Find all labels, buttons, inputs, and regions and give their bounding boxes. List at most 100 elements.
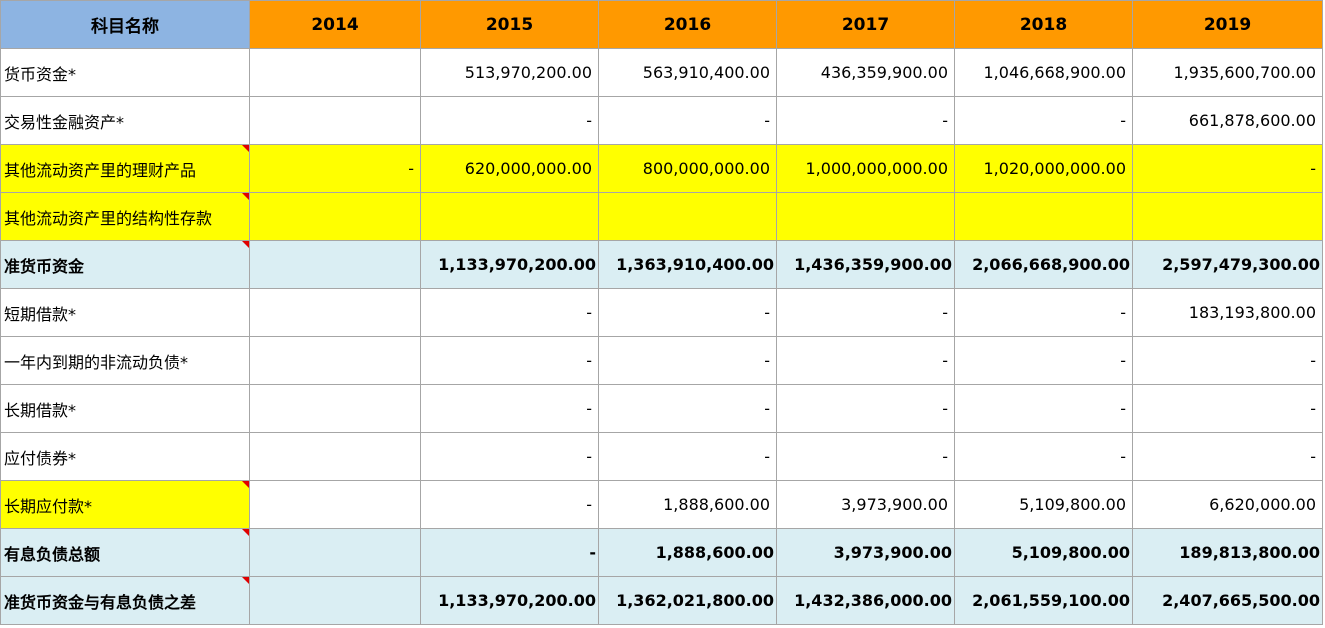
empty-cell — [249, 96, 421, 145]
value-cell: - — [954, 384, 1133, 433]
value-cell: - — [598, 288, 777, 337]
value-cell: 1,888,600.00 — [598, 480, 777, 529]
value-cell: 2,061,559,100.00 — [954, 576, 1133, 625]
value-cell: 1,432,386,000.00 — [776, 576, 955, 625]
value-cell: 2,597,479,300.00 — [1132, 240, 1323, 289]
table-row: 一年内到期的非流动负债* - - - - - — [0, 336, 1323, 385]
header-cell: 2014 — [249, 0, 421, 49]
value-cell: 3,973,900.00 — [776, 480, 955, 529]
empty-cell — [249, 288, 421, 337]
table-row: 有息负债总额 -1,888,600.00 3,973,900.00 5,109,800… — [0, 528, 1323, 577]
value-cell: - — [954, 288, 1133, 337]
value-cell: - — [1132, 432, 1323, 481]
table-row: 其他流动资产里的理财产品 -620,000,000.00 800,000,000.0… — [0, 144, 1323, 193]
table-row: 长期应付款* -1,888,600.00 3,973,900.00 5,109,800… — [0, 480, 1323, 529]
row-label: 准货币资金 — [0, 240, 250, 289]
row-label: 应付债券* — [0, 432, 250, 481]
value-cell: - — [420, 432, 599, 481]
value-cell: - — [598, 384, 777, 433]
table-row: 准货币资金与有息负债之差 1,133,970,200.00 1,362,021,80… — [0, 576, 1323, 625]
value-cell: - — [420, 384, 599, 433]
header-cell: 2017 — [776, 0, 955, 49]
value-cell: - — [776, 96, 955, 145]
row-label: 长期借款* — [0, 384, 250, 433]
empty-cell — [249, 480, 421, 529]
header-cell: 2016 — [598, 0, 777, 49]
header-row: 科目名称 2014 2015 2016 2017 2018 2019 — [0, 0, 1323, 49]
empty-cell — [249, 528, 421, 577]
value-cell: 620,000,000.00 — [420, 144, 599, 193]
value-cell: 661,878,600.00 — [1132, 96, 1323, 145]
value-cell: - — [954, 432, 1133, 481]
row-label: 其他流动资产里的理财产品 — [0, 144, 250, 193]
value-cell: 563,910,400.00 — [598, 48, 777, 97]
value-cell: 1,363,910,400.00 — [598, 240, 777, 289]
empty-cell — [954, 192, 1133, 241]
value-cell: 800,000,000.00 — [598, 144, 777, 193]
value-cell: - — [1132, 384, 1323, 433]
table-row: 准货币资金 1,133,970,200.00 1,363,910,400.00 1,4… — [0, 240, 1323, 289]
value-cell: 1,133,970,200.00 — [420, 576, 599, 625]
empty-cell — [249, 576, 421, 625]
row-label: 交易性金融资产* — [0, 96, 250, 145]
value-cell: 5,109,800.00 — [954, 480, 1133, 529]
table-row: 货币资金* 513,970,200.00 563,910,400.00 436,359… — [0, 48, 1323, 97]
value-cell: - — [954, 96, 1133, 145]
value-cell: - — [776, 288, 955, 337]
header-cell: 2015 — [420, 0, 599, 49]
value-cell: 6,620,000.00 — [1132, 480, 1323, 529]
value-cell: 1,000,000,000.00 — [776, 144, 955, 193]
empty-cell — [249, 432, 421, 481]
value-cell: - — [249, 144, 421, 193]
value-cell: - — [420, 336, 599, 385]
row-label: 长期应付款* — [0, 480, 250, 529]
empty-cell — [249, 240, 421, 289]
value-cell: 2,407,665,500.00 — [1132, 576, 1323, 625]
value-cell: - — [420, 96, 599, 145]
value-cell: 1,046,668,900.00 — [954, 48, 1133, 97]
value-cell: - — [776, 432, 955, 481]
value-cell: 189,813,800.00 — [1132, 528, 1323, 577]
value-cell: 5,109,800.00 — [954, 528, 1133, 577]
table-row: 交易性金融资产* - - - -661,878,600.00 — [0, 96, 1323, 145]
value-cell: 1,436,359,900.00 — [776, 240, 955, 289]
value-cell: - — [598, 96, 777, 145]
value-cell: - — [420, 288, 599, 337]
row-label: 有息负债总额 — [0, 528, 250, 577]
value-cell: 3,973,900.00 — [776, 528, 955, 577]
value-cell: 1,935,600,700.00 — [1132, 48, 1323, 97]
empty-cell — [1132, 192, 1323, 241]
value-cell: 513,970,200.00 — [420, 48, 599, 97]
value-cell: - — [776, 384, 955, 433]
table-row: 应付债券* - - - - - — [0, 432, 1323, 481]
value-cell: - — [1132, 336, 1323, 385]
empty-cell — [776, 192, 955, 241]
value-cell: 1,888,600.00 — [598, 528, 777, 577]
row-label: 短期借款* — [0, 288, 250, 337]
value-cell: 2,066,668,900.00 — [954, 240, 1133, 289]
value-cell: - — [954, 336, 1133, 385]
header-cell: 科目名称 — [0, 0, 250, 49]
value-cell: - — [598, 336, 777, 385]
empty-cell — [249, 192, 421, 241]
table-row: 其他流动资产里的结构性存款 — [0, 192, 1323, 241]
row-label: 准货币资金与有息负债之差 — [0, 576, 250, 625]
value-cell: 1,133,970,200.00 — [420, 240, 599, 289]
value-cell: 436,359,900.00 — [776, 48, 955, 97]
empty-cell — [249, 384, 421, 433]
row-label: 其他流动资产里的结构性存款 — [0, 192, 250, 241]
value-cell: - — [1132, 144, 1323, 193]
value-cell: 1,362,021,800.00 — [598, 576, 777, 625]
empty-cell — [598, 192, 777, 241]
value-cell: - — [420, 528, 599, 577]
value-cell: 183,193,800.00 — [1132, 288, 1323, 337]
header-cell: 2019 — [1132, 0, 1323, 49]
value-cell: - — [598, 432, 777, 481]
row-label: 货币资金* — [0, 48, 250, 97]
value-cell: - — [776, 336, 955, 385]
empty-cell — [249, 48, 421, 97]
empty-cell — [249, 336, 421, 385]
row-label: 一年内到期的非流动负债* — [0, 336, 250, 385]
